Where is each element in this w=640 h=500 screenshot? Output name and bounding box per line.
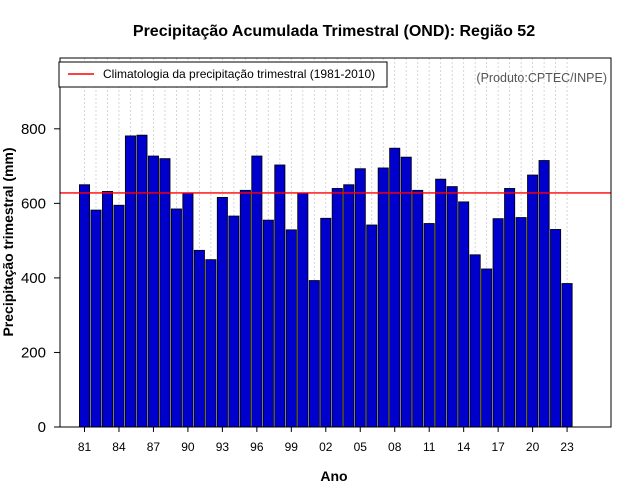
bars	[79, 134, 573, 428]
bar-1985	[124, 135, 136, 428]
x-tick-label: 17	[491, 440, 505, 454]
bar-1986	[136, 134, 148, 428]
x-tick-label: 99	[285, 440, 299, 454]
x-tick-label: 96	[250, 440, 264, 454]
y-tick-label: 0	[38, 419, 46, 436]
bar-2000	[297, 192, 309, 428]
legend-label: Climatologia da precipitação trimestral …	[103, 67, 375, 81]
x-tick-label: 05	[354, 440, 368, 454]
bar-2009	[400, 156, 412, 428]
x-tick-label: 14	[457, 440, 471, 454]
legend: Climatologia da precipitação trimestral …	[58, 61, 388, 88]
bar-1987	[147, 155, 159, 428]
bar-1993	[216, 196, 228, 428]
bar-2008	[389, 147, 401, 428]
x-tick-label: 87	[147, 440, 161, 454]
y-tick-label: 800	[21, 121, 46, 138]
bar-2016	[481, 268, 493, 428]
bar-2006	[366, 224, 378, 428]
bar-2015	[469, 254, 481, 428]
bar-2002	[320, 217, 332, 428]
x-tick-label: 08	[388, 440, 402, 454]
x-tick-label: 81	[78, 440, 92, 454]
bar-1994	[228, 215, 240, 428]
legend-box	[58, 61, 388, 88]
bar-1997	[262, 219, 274, 428]
bar-1998	[274, 164, 286, 428]
plot-frame	[59, 57, 612, 428]
x-tick-label: 90	[181, 440, 195, 454]
bar-2007	[377, 167, 389, 428]
bar-1992	[205, 259, 217, 428]
bar-1990	[182, 192, 194, 428]
bar-2004	[343, 184, 355, 428]
bar-1995	[239, 189, 251, 428]
bar-1989	[170, 208, 182, 428]
bar-2021	[538, 160, 550, 428]
bar-1983	[101, 191, 113, 428]
bar-1981	[79, 184, 91, 428]
bar-1999	[285, 229, 297, 428]
x-tick-label: 20	[526, 440, 540, 454]
chart-title: Precipitação Acumulada Trimestral (OND):…	[133, 23, 535, 40]
x-axis-label: Ano	[320, 468, 347, 484]
x-axis: 81 84 87 90 93 96 99 02 05 08 11 14 17 20 23	[78, 427, 574, 454]
bar-2018	[504, 188, 516, 428]
x-tick-label: 11	[423, 440, 436, 454]
x-tick-label: 93	[216, 440, 230, 454]
bar-2017	[492, 218, 504, 428]
bar-2001	[308, 280, 320, 428]
bar-1996	[251, 155, 263, 428]
bar-2020	[527, 174, 539, 428]
y-tick-label: 600	[21, 195, 46, 212]
bar-1988	[159, 158, 171, 428]
bar-2019	[515, 217, 527, 428]
bar-2023	[561, 283, 573, 428]
bar-2005	[354, 168, 366, 428]
bar-1984	[113, 204, 125, 428]
bar-2011	[423, 223, 435, 428]
y-tick-label: 400	[21, 270, 46, 287]
y-axis-label: Precipitação trimestral (mm)	[0, 147, 16, 336]
y-tick-label: 200	[21, 344, 46, 361]
x-tick-label: 02	[319, 440, 333, 454]
x-tick-label: 23	[560, 440, 574, 454]
bar-2014	[458, 201, 470, 428]
credit-text: (Produto:CPTEC/INPE)	[476, 71, 607, 85]
bar-2010	[412, 189, 424, 428]
x-tick-label: 84	[112, 440, 126, 454]
bar-2022	[550, 229, 562, 428]
bar-2003	[331, 188, 343, 428]
y-axis: 0 200 400 600 800	[21, 121, 60, 436]
bar-2012	[435, 178, 447, 428]
bar-1991	[193, 249, 205, 428]
bar-2013	[446, 186, 458, 428]
bar-1982	[90, 209, 102, 428]
